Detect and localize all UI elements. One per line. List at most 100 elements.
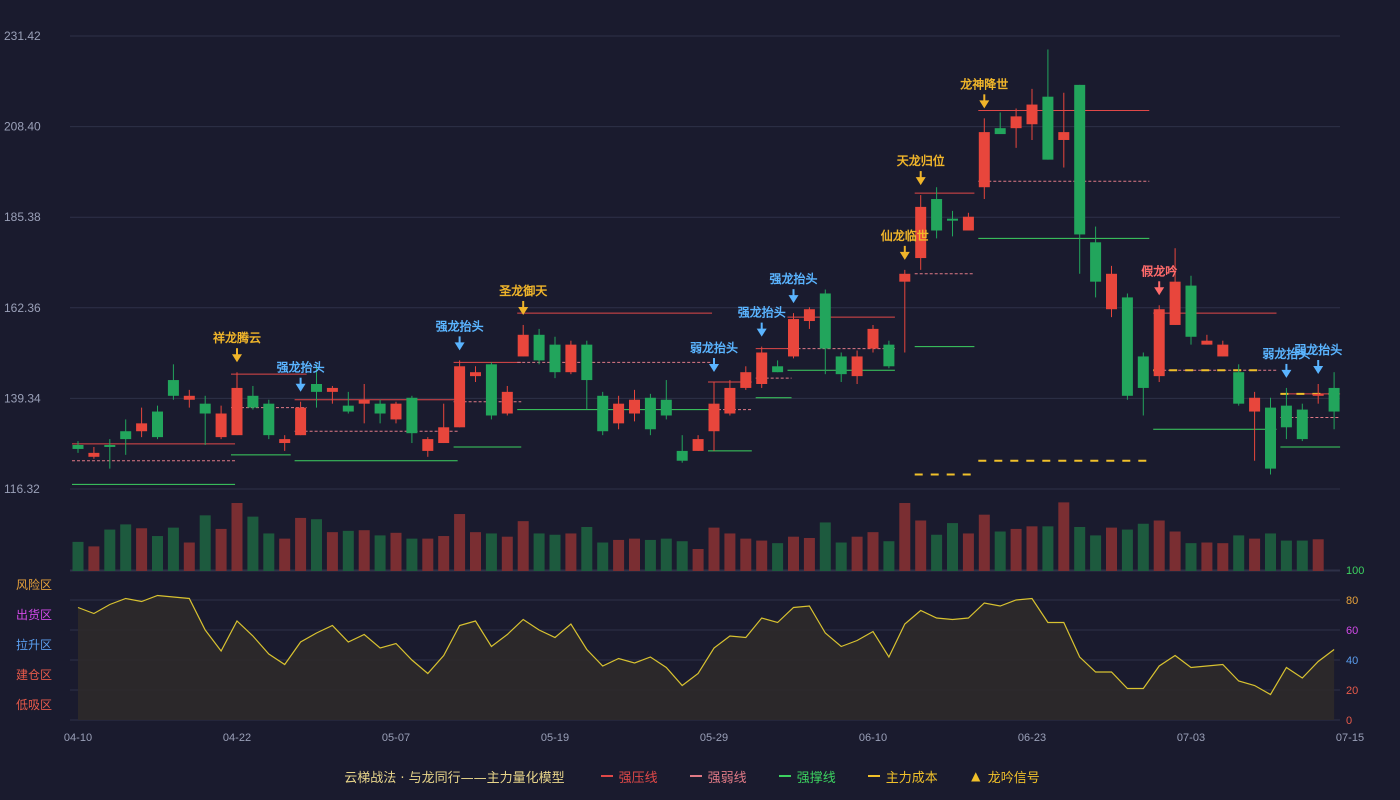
date-tick-label: 05-29 [700,732,728,744]
volume-bar [1280,540,1292,571]
price-tick-label: 139.34 [4,391,41,405]
date-tick-label: 05-07 [382,732,410,744]
legend-label: 强压线 [618,770,658,786]
volume-bar [819,522,831,571]
volume-bar [1249,538,1261,571]
volume-bar [931,534,943,571]
volume-bar [803,537,815,571]
candle-body [899,273,911,282]
signal-label: 天龙归位 [897,153,945,168]
candle-body [1010,116,1022,129]
candle-body [1312,393,1324,396]
candle-body [88,452,100,457]
price-tick-label: 231.42 [4,29,41,43]
volume-bar [279,538,291,571]
candle-body [1328,387,1340,412]
legend-item-cost[interactable]: 主力成本 [867,767,938,786]
volume-bar [167,527,179,571]
signal-label: 圣龙御天 [498,283,548,298]
price-tick-label: 208.40 [4,120,41,134]
volume-bar [295,517,307,571]
candle-body [167,380,179,396]
candle-body [1280,405,1292,428]
volume-bar [88,546,100,571]
candle-body [279,439,291,444]
volume-bar [629,538,640,571]
osc-tick-label: 100 [1346,565,1364,577]
candle-body [803,309,815,322]
legend-item-signal[interactable]: ▲ 龙吟信号 [970,767,1040,786]
osc-tick-label: 20 [1346,685,1358,697]
volume-bar [533,533,545,571]
candle-body [454,366,466,428]
candle-body [120,431,132,440]
volume-bar [1106,527,1117,571]
signal-arrow-icon [232,354,242,363]
signal-label: 强龙抬头 [436,318,484,333]
candle-body [1058,132,1070,140]
candle-body [1233,372,1245,404]
volume-bar [994,531,1006,571]
signal-arrow-icon [454,342,465,351]
volume-bar [1265,533,1276,571]
candle-body [533,334,545,361]
volume-bar [835,542,847,571]
volume-bar [1201,542,1213,571]
volume-bar [247,516,259,571]
volume-bar [724,533,736,571]
volume-bar [1169,531,1181,571]
legend-item-weak[interactable]: 强弱线 [689,767,747,786]
candle-body [788,319,799,357]
volume-bar [915,520,927,571]
volume-bar [501,536,513,571]
signal-arrow-icon [709,364,719,373]
candle-body [1201,340,1213,345]
legend-label: 龙吟信号 [987,770,1040,786]
signal-arrow-icon [979,100,990,109]
volume-bar [1233,535,1245,571]
date-tick-label: 05-19 [541,732,569,744]
candle-body [358,399,370,404]
volume-bar [199,515,211,571]
volume-bar [438,536,450,571]
volume-bar [326,532,338,571]
candle-body [470,372,481,377]
volume-bar [1121,529,1133,571]
volume-bar [311,519,322,571]
volume-bar [358,530,370,571]
legend-item-strong-pressure[interactable]: 强压线 [600,767,658,786]
candle-body [978,132,990,188]
volume-bar [485,533,497,571]
date-tick-label: 06-10 [859,732,887,744]
volume-bar [660,538,672,571]
volume-bar [692,548,704,571]
volume-bar [1312,539,1324,571]
oscillator-area [78,595,1335,720]
candle-body [819,293,831,349]
signal-arrow-icon [915,177,926,186]
price-tick-label: 162.36 [4,301,41,315]
volume-bar [962,533,974,571]
volume-bar [263,533,275,571]
candle-body [883,344,895,367]
volume-bar [374,535,386,571]
osc-zone-label: 拉升区 [16,637,52,652]
candle-body [326,387,338,392]
legend-item-support[interactable]: 强撑线 [778,767,836,786]
candle-body [422,439,434,451]
date-tick-label: 04-22 [223,732,251,744]
candle-body [613,403,625,424]
volume-bar [1010,528,1022,571]
candle-body [756,352,768,384]
candle-body [183,395,195,400]
signal-arrow-icon [899,251,910,260]
candle-body [597,395,609,432]
candle-body [247,395,259,408]
candle-body [962,216,974,231]
volume-bar [978,514,990,571]
candle-body [1042,96,1054,160]
red-line-icon [600,775,613,777]
volume-bar [517,521,529,571]
candle-body [1026,104,1038,125]
signal-arrow-icon [1154,287,1165,296]
